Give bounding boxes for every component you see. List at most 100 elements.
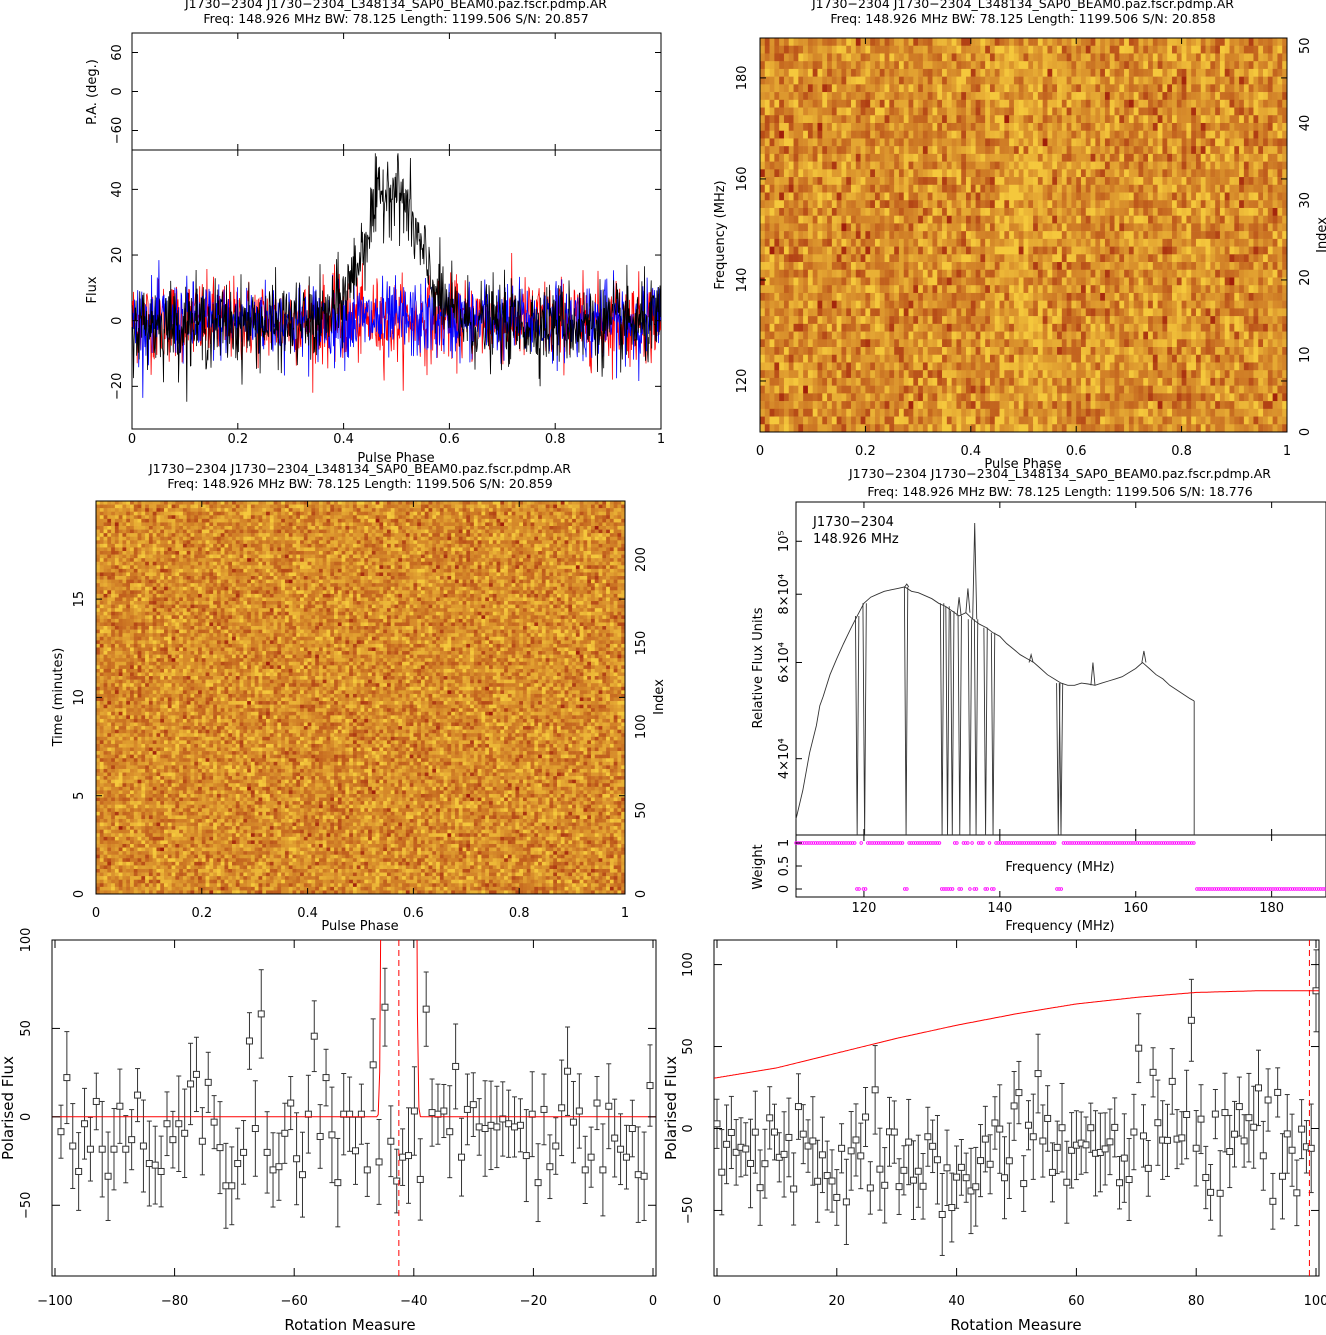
heatmap-cell [947, 200, 952, 208]
heatmap-cell [1076, 200, 1081, 208]
heatmap-cell [1253, 208, 1258, 216]
heatmap-cell [894, 177, 899, 185]
heatmap-cell [1206, 138, 1211, 146]
heatmap-cell [875, 138, 880, 146]
heatmap-cell [1249, 38, 1254, 46]
heatmap-cell [1057, 61, 1062, 69]
heatmap-cell [1024, 285, 1029, 293]
heatmap-cell [1024, 301, 1029, 309]
heatmap-cell [1047, 169, 1052, 177]
heatmap-cell [1028, 92, 1033, 100]
heatmap-cell [822, 131, 827, 139]
heatmap-cell [1167, 208, 1172, 216]
heatmap-cell [789, 277, 794, 285]
heatmap-cell [808, 262, 813, 270]
heatmap-cell [1191, 177, 1196, 185]
heatmap-cell [1225, 46, 1230, 54]
heatmap-cell [1191, 185, 1196, 193]
heatmap-cell [1110, 262, 1115, 270]
heatmap-cell [837, 208, 842, 216]
heatmap-cell [1081, 77, 1086, 85]
heatmap-cell [1057, 316, 1062, 324]
heatmap-cell [1024, 355, 1029, 363]
heatmap-cell [1033, 115, 1038, 123]
heatmap-cell [1033, 378, 1038, 386]
heatmap-cell [961, 138, 966, 146]
heatmap-cell [765, 231, 770, 239]
heatmap-cell [817, 92, 822, 100]
heatmap-cell [765, 332, 770, 340]
heatmap-cell [1000, 177, 1005, 185]
heatmap-cell [1086, 231, 1091, 239]
heatmap-cell [1263, 46, 1268, 54]
heatmap-cell [1100, 169, 1105, 177]
heatmap-cell [1071, 247, 1076, 255]
heatmap-cell [1244, 138, 1249, 146]
heatmap-cell [985, 378, 990, 386]
heatmap-cell [1258, 154, 1263, 162]
heatmap-cell [980, 162, 985, 170]
heatmap-cell [923, 301, 928, 309]
heatmap-cell [1086, 277, 1091, 285]
heatmap-cell [1277, 370, 1282, 378]
heatmap-cell [870, 46, 875, 54]
heatmap-cell [784, 84, 789, 92]
heatmap-cell [1143, 270, 1148, 278]
heatmap-cell [1191, 38, 1196, 46]
heatmap-cell [1067, 378, 1072, 386]
heatmap-cell [1143, 332, 1148, 340]
heatmap-cell [980, 38, 985, 46]
heatmap-cell [880, 69, 885, 77]
heatmap-cell [1258, 38, 1263, 46]
heatmap-cell [851, 92, 856, 100]
heatmap-cell [875, 223, 880, 231]
heatmap-cell [808, 92, 813, 100]
heatmap-cell [1052, 208, 1057, 216]
heatmap-cell [1124, 362, 1129, 370]
heatmap-cell [1215, 138, 1220, 146]
heatmap-cell [1057, 362, 1062, 370]
heatmap-cell [765, 362, 770, 370]
heatmap-cell [856, 339, 861, 347]
heatmap-cell [1249, 100, 1254, 108]
heatmap-cell [1124, 254, 1129, 262]
heatmap-cell [1043, 162, 1048, 170]
heatmap-cell [837, 378, 842, 386]
heatmap-cell [1186, 347, 1191, 355]
heatmap-cell [1249, 92, 1254, 100]
heatmap-cell [1014, 53, 1019, 61]
heatmap-cell [961, 185, 966, 193]
heatmap-cell [1119, 169, 1124, 177]
heatmap-cell [1105, 347, 1110, 355]
heatmap-cell [956, 53, 961, 61]
heatmap-cell [1119, 53, 1124, 61]
heatmap-cell [904, 61, 909, 69]
heatmap-cell [1268, 162, 1273, 170]
heatmap-cell [875, 100, 880, 108]
heatmap-cell [923, 115, 928, 123]
heatmap-cell [846, 131, 851, 139]
heatmap-cell [1244, 193, 1249, 201]
heatmap-cell [827, 92, 832, 100]
heatmap-cell [1210, 370, 1215, 378]
heatmap-cell [894, 208, 899, 216]
heatmap-cell [1115, 177, 1120, 185]
heatmap-cell [918, 115, 923, 123]
heatmap-cell [932, 339, 937, 347]
heatmap-cell [1230, 347, 1235, 355]
heatmap-cell [865, 324, 870, 332]
heatmap-cell [1081, 270, 1086, 278]
heatmap-cell [980, 61, 985, 69]
heatmap-cell [1177, 154, 1182, 162]
heatmap-cell [1186, 370, 1191, 378]
heatmap-cell [803, 254, 808, 262]
heatmap-cell [1019, 324, 1024, 332]
heatmap-cell [1196, 77, 1201, 85]
heatmap-cell [1134, 293, 1139, 301]
heatmap-cell [942, 247, 947, 255]
heatmap-cell [980, 247, 985, 255]
heatmap-cell [971, 154, 976, 162]
heatmap-cell [861, 223, 866, 231]
heatmap-cell [1033, 355, 1038, 363]
heatmap-cell [794, 46, 799, 54]
